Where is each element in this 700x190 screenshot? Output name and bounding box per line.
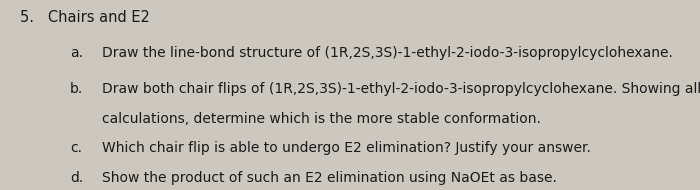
Text: calculations, determine which is the more stable conformation.: calculations, determine which is the mor…	[102, 112, 540, 126]
Text: 5.   Chairs and E2: 5. Chairs and E2	[20, 10, 150, 25]
Text: a.: a.	[70, 46, 83, 60]
Text: Show the product of such an E2 elimination using NaOEt as base.: Show the product of such an E2 eliminati…	[102, 171, 556, 185]
Text: Draw the line-bond structure of (1R,2S,3S)-1-ethyl-2-iodo-3-isopropylcyclohexane: Draw the line-bond structure of (1R,2S,3…	[102, 46, 673, 60]
Text: Which chair flip is able to undergo E2 elimination? Justify your answer.: Which chair flip is able to undergo E2 e…	[102, 141, 590, 155]
Text: Draw both chair flips of (1R,2S,3S)-1-ethyl-2-iodo-3-isopropylcyclohexane. Showi: Draw both chair flips of (1R,2S,3S)-1-et…	[102, 82, 700, 96]
Text: b.: b.	[70, 82, 83, 96]
Text: d.: d.	[70, 171, 83, 185]
Text: c.: c.	[70, 141, 82, 155]
